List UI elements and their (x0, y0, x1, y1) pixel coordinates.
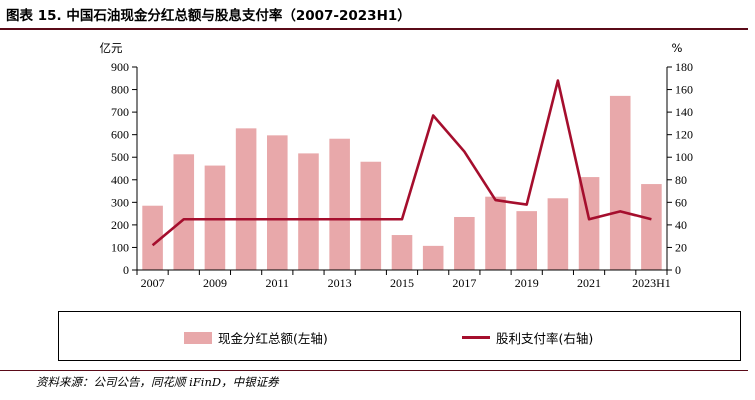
bar-2007 (142, 205, 163, 270)
bar-2012 (298, 153, 319, 270)
bar-2010 (235, 128, 257, 270)
bar-2020 (547, 198, 569, 270)
legend-label-dividend: 现金分红总额(左轴) (218, 331, 328, 346)
combo-chart: 0 100 200 300 400 500 600 700 800 900 0 20 40 60 80 100… (100, 41, 694, 290)
legend-swatch-bar (184, 331, 212, 344)
payout-ratio-line (151, 79, 652, 247)
x-tick-label: 2019 (515, 276, 539, 290)
x-tick-label: 2021 (577, 276, 601, 290)
bar-2023H1 (641, 184, 662, 270)
bar-2009 (204, 165, 226, 270)
right-tick-label: 60 (675, 195, 687, 209)
bar-2017 (454, 216, 475, 270)
left-tick-label: 300 (111, 195, 129, 209)
right-tick-label: 20 (675, 240, 687, 254)
bar-2008 (173, 154, 195, 270)
right-tick-label: 0 (675, 263, 681, 277)
x-tick-label: 2017 (452, 276, 476, 290)
right-tick-label: 180 (675, 60, 693, 74)
bar-2018 (485, 196, 506, 270)
chart-legend: 现金分红总额(左轴) 股利支付率(右轴) (58, 311, 741, 361)
legend-item-dividend: 现金分红总额(左轴) (184, 328, 328, 347)
right-tick-label: 160 (675, 83, 693, 97)
left-tick-label: 200 (111, 218, 129, 232)
bar-2015 (391, 235, 413, 270)
left-tick-label: 100 (111, 240, 129, 254)
x-tick-label: 2011 (266, 276, 290, 290)
x-tick-label: 2015 (390, 276, 414, 290)
legend-label-payout: 股利支付率(右轴) (496, 331, 594, 346)
bar-2011 (267, 135, 288, 270)
left-tick-label: 0 (123, 263, 129, 277)
right-tick-label: 140 (675, 105, 693, 119)
right-tick-label: 120 (675, 128, 693, 142)
bar-2019 (516, 211, 537, 270)
legend-swatch-line (462, 336, 490, 339)
left-tick-label: 900 (111, 60, 129, 74)
right-tick-label: 100 (675, 150, 693, 164)
chart-title: 图表 15. 中国石油现金分红总额与股息支付率（2007-2023H1） (6, 8, 411, 24)
left-axis-unit: 亿元 (100, 41, 123, 55)
left-tick-label: 800 (111, 83, 129, 97)
bar-2014 (360, 161, 382, 270)
left-tick-label: 500 (111, 150, 129, 164)
right-tick-label: 80 (675, 173, 687, 187)
bar-2016 (422, 245, 444, 270)
right-axis-unit: % (672, 41, 683, 55)
x-tick-label: 2013 (328, 276, 352, 290)
title-divider (0, 28, 748, 30)
source-note: 资料来源：公司公告，同花顺 iFinD，中银证券 (36, 375, 279, 389)
x-tick-label: 2007 (141, 276, 165, 290)
x-tick-label: 2009 (203, 276, 227, 290)
left-tick-label: 400 (111, 173, 129, 187)
source-divider (0, 370, 748, 371)
x-tick-label: 2023H1 (632, 276, 671, 290)
left-tick-label: 700 (111, 105, 129, 119)
right-tick-label: 40 (675, 218, 687, 232)
bar-2013 (329, 138, 350, 270)
bar-2022 (609, 95, 631, 270)
left-tick-label: 600 (111, 128, 129, 142)
legend-item-payout: 股利支付率(右轴) (462, 328, 593, 347)
